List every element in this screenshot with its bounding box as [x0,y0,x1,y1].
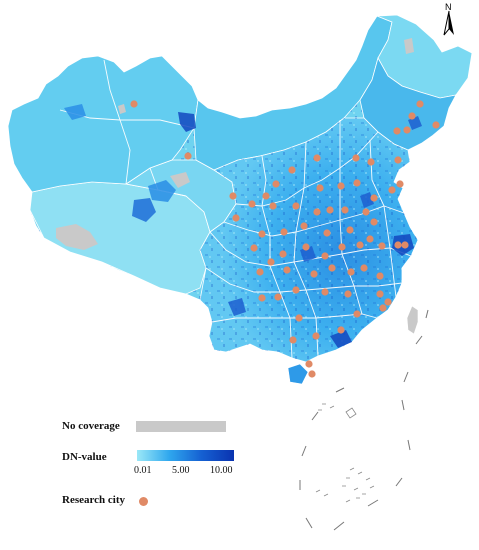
research-city-dot [248,200,256,208]
research-city-dot [353,179,361,187]
south-china-sea-islands [315,403,375,503]
research-city-dot [274,293,282,301]
research-city-dot [344,290,352,298]
south-china-sea-boundary [299,309,429,531]
research-city-dot [302,243,310,251]
dn-value-label: DN-value [62,451,107,463]
research-city-dot [300,222,308,230]
research-city-dot [269,202,277,210]
dn-tick-min: 0.01 [134,465,152,476]
research-city-dot [279,250,287,258]
research-city-dot [310,270,318,278]
research-city-dot [356,241,364,249]
research-city-dot [346,226,354,234]
research-city-dot [401,241,409,249]
research-city-dot [272,180,280,188]
no-coverage-swatch [136,421,226,432]
research-city-dot [378,242,386,250]
no-coverage-areas [56,38,414,250]
research-city-dot [321,252,329,260]
research-city-dot [376,290,384,298]
dn-tick-mid: 5.00 [172,465,190,476]
research-city-dot [280,228,288,236]
research-cities [130,100,440,378]
high-dn-patches [64,104,422,348]
research-city-dot [337,326,345,334]
research-city-dot [316,184,324,192]
research-city-dot [267,258,275,266]
research-city-dot [370,194,378,202]
dn-tick-max: 10.00 [210,465,233,476]
research-city-dot [384,298,392,306]
research-city-dot [288,166,296,174]
research-city-dot [262,192,270,200]
research-city-dot [258,294,266,302]
research-city-dot [366,235,374,243]
research-city-dot [250,244,258,252]
research-city-dot [338,243,346,251]
research-city-dot [396,180,404,188]
research-city-dot [232,214,240,222]
research-city-dot [289,336,297,344]
research-city-dot [258,230,266,238]
research-city-dot [376,272,384,280]
research-city-dot [362,208,370,216]
research-city-dot [353,310,361,318]
research-city-dot [393,127,401,135]
research-city-dot [394,241,402,249]
research-city-dot [408,112,416,120]
research-city-dot [394,156,402,164]
research-city-dot [283,266,291,274]
research-city-dot [308,370,316,378]
hainan-region [287,363,309,385]
research-city-dot [370,218,378,226]
research-city-dot [347,268,355,276]
research-city-dot [341,206,349,214]
research-city-dot [352,154,360,162]
taiwan-region [406,305,419,335]
research-city-dot [313,208,321,216]
research-city-dot [323,229,331,237]
research-city-dot [321,288,329,296]
research-city-dot [256,268,264,276]
research-city-dot [305,360,313,368]
research-city-dot [360,264,368,272]
research-city-dot [367,158,375,166]
xinjiang-region [7,55,199,193]
research-city-dot [432,121,440,129]
research-city-dot [312,332,320,340]
research-city-dot [292,286,300,294]
research-city-dot [403,126,411,134]
research-city-dot [292,202,300,210]
research-city-dot [328,264,336,272]
research-city-dot [313,154,321,162]
research-city-dot [379,304,387,312]
research-city-dot [326,206,334,214]
research-city-swatch [139,497,148,506]
north-letter: N [445,2,452,12]
research-city-dot [229,192,237,200]
research-city-dot [388,186,396,194]
research-city-dot [130,100,138,108]
research-city-dot [184,152,192,160]
research-city-dot [337,182,345,190]
research-city-dot [295,314,303,322]
northeast-region [359,56,457,151]
north-arrow-icon [443,10,454,36]
research-city-dot [416,100,424,108]
no-coverage-label: No coverage [62,420,120,432]
dn-value-colorbar [137,450,234,461]
research-city-label: Research city [62,494,126,506]
